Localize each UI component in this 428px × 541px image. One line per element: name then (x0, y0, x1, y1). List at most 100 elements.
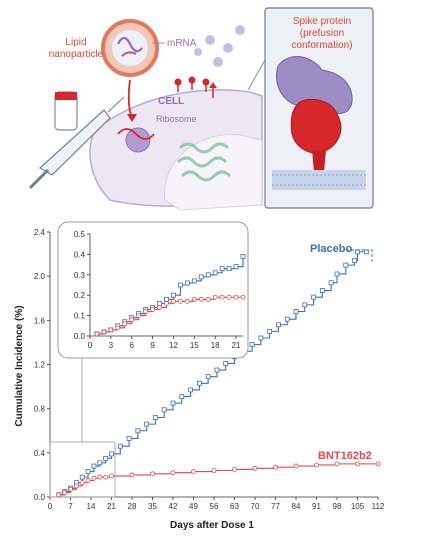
ribosome (125, 127, 151, 153)
inset-point-bnt162b2 (129, 317, 135, 323)
main-point-bnt162b2 (273, 464, 278, 470)
main-point-placebo (334, 271, 340, 277)
main-y-tick-label: 0.8 (34, 405, 46, 414)
inset-chart-axes: 0.0 0.1 0.2 0.3 0.4 0.5 0 3 6 9 12 15 18 21 (74, 230, 243, 350)
main-point-bnt162b2 (56, 492, 62, 498)
main-point-placebo (355, 249, 360, 255)
inset-point-placebo (178, 282, 183, 288)
inset-point-bnt162b2 (143, 309, 149, 314)
inset-point-bnt162b2 (240, 294, 246, 300)
membrane-bilayer (272, 170, 366, 190)
main-x-tick-label: 63 (230, 502, 239, 511)
main-x-tick-label: 42 (169, 502, 178, 511)
spike-title-2: (prefusion (300, 28, 344, 39)
inset-point-placebo (157, 300, 162, 306)
main-chart-series (50, 249, 381, 498)
main-point-bnt162b2 (85, 478, 91, 483)
main-point-placebo (205, 374, 211, 380)
spike-title-3: conformation) (291, 40, 352, 51)
main-series-line-bnt162b2 (50, 463, 378, 498)
main-x-tick-label: 21 (107, 502, 116, 511)
main-point-placebo (153, 415, 158, 420)
main-x-tick-label: 70 (251, 502, 260, 511)
x-axis-label: Days after Dose 1 (170, 520, 254, 531)
inset-x-tick-label: 18 (211, 341, 220, 350)
main-chart: 0.00.40.81.21.62.02.40 7 14 21 28 35 42 49 56 63 7… (14, 228, 385, 531)
inset-point-placebo (164, 296, 169, 302)
main-point-bnt162b2 (252, 465, 258, 471)
main-point-bnt162b2 (103, 474, 109, 480)
main-point-bnt162b2 (62, 490, 68, 495)
main-point-bnt162b2 (375, 461, 381, 467)
endoplasmic-reticulum (176, 142, 232, 182)
placebo-plateau-dash (346, 249, 373, 262)
main-point-placebo (276, 322, 281, 328)
main-point-placebo (293, 309, 299, 314)
inset-point-placebo (191, 278, 197, 284)
main-point-bnt162b2 (79, 480, 85, 486)
inset-x-tick-label: 9 (150, 341, 155, 350)
inset-point-bnt162b2 (115, 325, 121, 331)
inset-point-bnt162b2 (191, 296, 197, 302)
main-point-placebo (267, 328, 273, 334)
main-x-tick-label: 28 (128, 502, 137, 511)
inset-y-tick-label: 0.0 (74, 332, 86, 341)
inset-chart-series (90, 254, 246, 337)
inset-x-tick-label: 21 (232, 341, 241, 350)
main-x-tick-label: 77 (271, 502, 280, 511)
main-y-tick-label: 1.2 (34, 361, 46, 370)
main-point-placebo (79, 474, 85, 480)
main-point-bnt162b2 (314, 462, 319, 468)
main-point-placebo (284, 316, 290, 322)
inset-point-bnt162b2 (150, 307, 155, 312)
main-y-tick-label: 2.0 (34, 272, 46, 281)
nucleus (164, 133, 263, 211)
main-point-bnt162b2 (211, 468, 217, 473)
inset-point-bnt162b2 (164, 300, 169, 306)
inset-chart: 0.0 0.1 0.2 0.3 0.4 0.5 0 3 6 9 12 15 18 21 (57, 221, 249, 359)
main-x-tick-label: 49 (189, 502, 198, 511)
main-point-placebo (302, 302, 308, 308)
main-point-placebo (91, 463, 97, 469)
main-point-placebo (170, 400, 176, 406)
main-point-placebo (223, 360, 229, 366)
main-point-placebo (109, 451, 114, 457)
callout-line (247, 59, 266, 91)
main-point-placebo (85, 469, 91, 475)
inset-point-placebo (205, 272, 211, 278)
main-x-tick-label: 0 (48, 502, 53, 511)
inset-y-tick-label: 0.5 (74, 230, 86, 239)
inset-point-bnt162b2 (233, 294, 239, 300)
inset-point-placebo (219, 266, 225, 272)
main-point-bnt162b2 (293, 463, 299, 469)
vial-cap (55, 92, 77, 100)
inset-x-tick-label: 12 (169, 341, 178, 350)
inset-x-tick-label: 6 (130, 341, 135, 350)
main-x-tick-label: 35 (148, 502, 157, 511)
main-x-tick-label: 98 (333, 502, 342, 511)
main-point-placebo (144, 421, 150, 427)
main-y-tick-label: 0.4 (34, 449, 46, 458)
main-point-placebo (343, 262, 349, 268)
inset-x-tick-label: 0 (88, 341, 93, 350)
main-point-placebo (249, 342, 255, 348)
inset-point-bnt162b2 (198, 296, 204, 302)
main-x-tick-label: 91 (312, 502, 321, 511)
main-x-tick-label: 84 (292, 502, 301, 511)
main-point-placebo (196, 380, 202, 386)
main-point-placebo (97, 460, 103, 466)
inset-point-bnt162b2 (94, 331, 100, 337)
inset-y-tick-label: 0.2 (74, 291, 86, 300)
main-point-placebo (319, 288, 325, 293)
inset-point-bnt162b2 (219, 294, 225, 300)
main-point-bnt162b2 (355, 461, 360, 467)
inset-point-bnt162b2 (184, 298, 190, 304)
membrane-spikes (174, 25, 245, 92)
secretion-arrowhead (209, 82, 217, 88)
zoom-region (49, 441, 116, 498)
main-point-bnt162b2 (129, 472, 135, 478)
main-x-tick-label: 105 (351, 502, 365, 511)
inset-point-bnt162b2 (136, 313, 142, 319)
